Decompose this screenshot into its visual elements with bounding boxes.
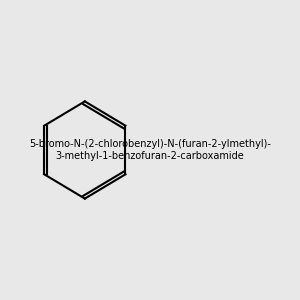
Text: 5-bromo-N-(2-chlorobenzyl)-N-(furan-2-ylmethyl)-
3-methyl-1-benzofuran-2-carboxa: 5-bromo-N-(2-chlorobenzyl)-N-(furan-2-yl… bbox=[29, 139, 271, 161]
